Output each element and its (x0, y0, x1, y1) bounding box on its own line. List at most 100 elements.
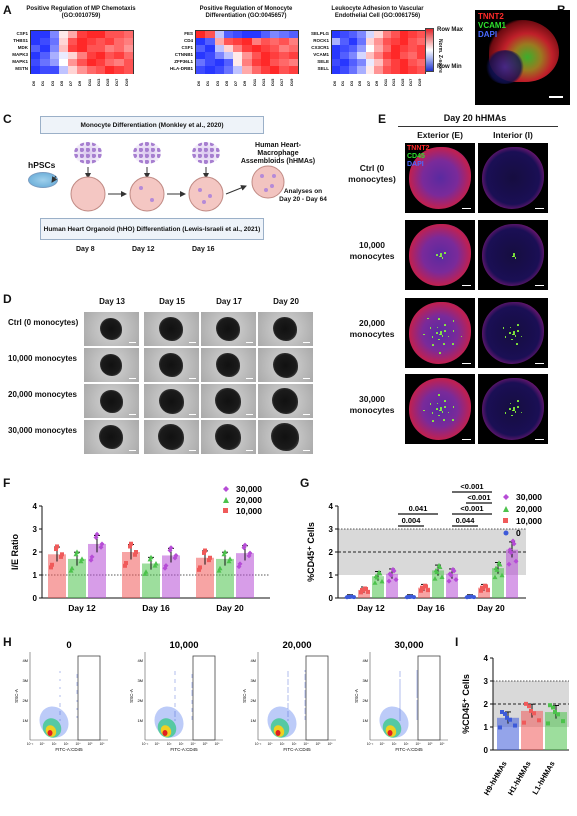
cd45-gate (77, 655, 101, 741)
heatmap-cell (31, 45, 41, 53)
heatmap-cell (105, 31, 115, 39)
heatmap-cell (233, 59, 243, 67)
data-point (524, 701, 528, 706)
y-tick-label: 2 (33, 548, 38, 557)
brightfield-image (258, 384, 313, 418)
event-dot (76, 676, 78, 678)
scale-bar (129, 449, 136, 451)
y-tick-label: 3 (33, 525, 38, 534)
heatmap-row-label: MAPK1 (12, 59, 28, 64)
heatmap-cell (105, 52, 115, 60)
panel-letter-d: D (3, 292, 12, 306)
data-point (426, 588, 430, 593)
heatmap-cell (332, 31, 341, 39)
x-tick-label: 10⁵ (203, 742, 209, 746)
data-point (74, 549, 80, 554)
scale-bar (246, 413, 253, 415)
cd45-cell (438, 394, 440, 396)
x-tick-label: 10⁴ (191, 742, 197, 746)
heatmap-cell (288, 52, 299, 60)
cd45-cell (439, 409, 441, 412)
heatmap-grid (30, 30, 134, 74)
cd45-cell (447, 411, 450, 414)
y-tick-label: 1M (22, 718, 28, 723)
event-dot (174, 705, 176, 707)
x-tick-label: 10⁴ (76, 742, 82, 746)
event-dot (76, 700, 78, 702)
heatmap-cell (58, 31, 69, 39)
event-dot (399, 691, 401, 693)
stain-label: TNNT2 (407, 145, 430, 152)
heatmap-cell (95, 45, 106, 53)
data-point (363, 586, 367, 591)
heatmap-cell (279, 66, 290, 74)
scale-bar (129, 377, 136, 379)
data-point (393, 577, 399, 583)
event-dot (304, 704, 306, 706)
heatmap-cell (357, 31, 367, 39)
cd45-cell (429, 403, 432, 405)
heatmap-cell (31, 31, 41, 39)
heatmap-cell (399, 52, 409, 60)
heatmap-cell (251, 38, 262, 46)
data-point (217, 565, 223, 571)
x-tick-label: 10⁻² (367, 742, 373, 746)
cd45-cell (439, 351, 441, 354)
row-header-condition: Ctrl (0 monocytes) (8, 318, 79, 327)
y-tick-label: 4 (329, 502, 334, 511)
event-dot (191, 718, 193, 720)
data-point (242, 542, 248, 548)
x-tick-label: 10⁵ (88, 742, 94, 746)
event-dot (304, 670, 306, 672)
heatmap-cell (348, 59, 358, 67)
brightfield-image (258, 420, 313, 454)
p-value-label: <0.001 (460, 504, 483, 513)
event-dot (399, 707, 401, 709)
heatmap-cell (332, 45, 341, 53)
event-dot (191, 710, 193, 712)
organoid-blob (158, 388, 184, 414)
legend-label: 20,000 (516, 504, 542, 514)
heatmap-cell (58, 66, 69, 74)
legend-label: 0 (516, 528, 521, 538)
heatmap-cell (416, 45, 426, 53)
monocyte-cluster-2 (133, 142, 161, 164)
data-point (527, 704, 531, 709)
heatmap-col-label: D17 (408, 78, 414, 86)
event-dot (287, 707, 289, 709)
y-axis-label: %CD45⁺ Cells (306, 522, 316, 582)
cd45-cell (452, 406, 455, 408)
event-dot (191, 716, 193, 718)
scale-bar (189, 377, 196, 379)
panel-e-title-line (398, 126, 558, 127)
density-peak (275, 730, 281, 736)
heatmap-col-label: D1 (205, 80, 211, 86)
heatmap-cell (223, 59, 234, 67)
x-tick-label: 10⁰ (380, 742, 386, 746)
event-dot (191, 694, 193, 696)
event-dot (416, 694, 418, 696)
data-point (500, 710, 504, 715)
cd45-cell (512, 255, 514, 258)
event-dot (416, 714, 418, 716)
cd45-cell (452, 419, 454, 421)
heatmap-cell (340, 31, 350, 39)
cd45-cell (444, 399, 446, 402)
cd45-cell (511, 414, 514, 417)
chart-h-flow-cytometry: 0 1M 2M 3M 4M 10⁻² 10⁰ 10² 10³ 10⁴ 10⁵ 10⁶ FITC-A:CD… (14, 640, 448, 752)
data-point (49, 565, 53, 570)
heatmap-cell (77, 52, 88, 60)
data-point (226, 558, 232, 564)
legend-marker (503, 494, 509, 500)
data-point (50, 562, 54, 567)
hpscs-label: hPSCs (28, 160, 56, 170)
brightfield-image (144, 312, 199, 346)
heatmap-cell (365, 52, 375, 60)
data-point (197, 567, 201, 572)
x-tick-label: 10⁶ (215, 742, 221, 746)
chart-f-ie-ratio: 0 1 2 3 4 I/E Ratio Day 12 Day 16 Day 20 30,00020… (10, 484, 270, 613)
data-point (98, 544, 104, 550)
data-point (79, 556, 85, 561)
event-dot (399, 673, 401, 675)
data-point (202, 550, 206, 555)
